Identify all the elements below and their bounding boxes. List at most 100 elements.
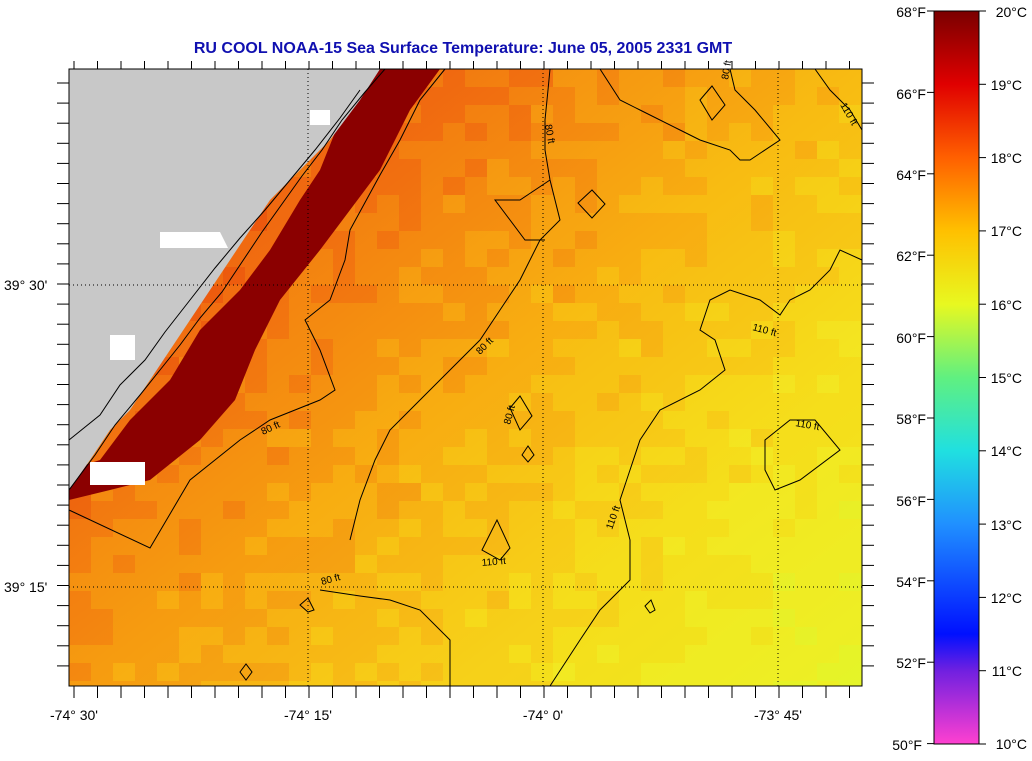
sst-pixel bbox=[575, 609, 597, 627]
colorbar-ticks bbox=[927, 10, 986, 745]
sst-pixel bbox=[773, 465, 795, 483]
sst-pixel bbox=[311, 267, 333, 285]
sst-pixel bbox=[531, 375, 553, 393]
sst-pixel bbox=[355, 285, 377, 303]
sst-pixel bbox=[553, 249, 575, 267]
contour-80ft-ring-6 bbox=[239, 663, 253, 681]
sst-pixel bbox=[597, 123, 619, 141]
sst-pixel bbox=[795, 465, 817, 483]
sst-pixel bbox=[135, 573, 157, 591]
sst-pixel bbox=[377, 645, 399, 663]
sst-pixel bbox=[377, 609, 399, 627]
lon-tick-label: -73° 45' bbox=[754, 707, 802, 723]
sst-pixel bbox=[201, 681, 223, 686]
sst-pixel bbox=[355, 249, 377, 267]
sst-pixel bbox=[289, 591, 311, 609]
sst-pixel bbox=[751, 213, 773, 231]
sst-pixel bbox=[685, 519, 707, 537]
sst-pixel bbox=[421, 375, 443, 393]
sst-pixel bbox=[707, 411, 729, 429]
sst-pixel bbox=[201, 519, 223, 537]
sst-pixel bbox=[839, 195, 861, 213]
sst-pixel bbox=[817, 303, 839, 321]
sst-pixel bbox=[861, 519, 862, 537]
sst-pixel bbox=[751, 627, 773, 645]
sst-pixel bbox=[465, 123, 487, 141]
sst-pixel bbox=[487, 303, 509, 321]
sst-pixel bbox=[641, 483, 663, 501]
sst-pixel bbox=[685, 213, 707, 231]
sst-pixel bbox=[333, 303, 355, 321]
celsius-label: 13°C bbox=[991, 517, 1022, 533]
sst-pixel bbox=[289, 429, 311, 447]
sst-pixel bbox=[509, 519, 531, 537]
sst-pixel bbox=[707, 591, 729, 609]
sst-pixel bbox=[69, 645, 91, 663]
sst-pixel bbox=[531, 645, 553, 663]
sst-pixel bbox=[531, 285, 553, 303]
sst-pixel bbox=[729, 321, 751, 339]
sst-pixel bbox=[839, 357, 861, 375]
sst-pixel bbox=[421, 411, 443, 429]
sst-pixel bbox=[707, 483, 729, 501]
sst-pixel bbox=[421, 285, 443, 303]
sst-pixel bbox=[575, 555, 597, 573]
sst-pixel bbox=[509, 213, 531, 231]
sst-pixel bbox=[861, 69, 862, 87]
sst-pixel bbox=[817, 105, 839, 123]
sst-pixel bbox=[751, 555, 773, 573]
sst-pixel bbox=[135, 501, 157, 519]
sst-pixel bbox=[861, 213, 862, 231]
sst-pixel bbox=[729, 375, 751, 393]
sst-pixel bbox=[333, 591, 355, 609]
sst-pixel bbox=[795, 555, 817, 573]
sst-pixel bbox=[685, 555, 707, 573]
sst-pixel bbox=[223, 681, 245, 686]
sst-pixel bbox=[795, 195, 817, 213]
sst-pixel bbox=[377, 285, 399, 303]
sst-pixel bbox=[201, 501, 223, 519]
sst-pixel bbox=[729, 483, 751, 501]
sst-pixel bbox=[443, 645, 465, 663]
sst-pixel bbox=[289, 447, 311, 465]
sst-pixel bbox=[135, 681, 157, 686]
sst-pixel bbox=[245, 357, 267, 375]
sst-pixel bbox=[553, 321, 575, 339]
sst-pixel bbox=[509, 681, 531, 686]
sst-pixel bbox=[531, 321, 553, 339]
sst-pixel bbox=[399, 141, 421, 159]
sst-pixel bbox=[113, 645, 135, 663]
sst-pixel bbox=[531, 141, 553, 159]
sst-pixel bbox=[311, 357, 333, 375]
sst-pixel bbox=[597, 321, 619, 339]
sst-pixel bbox=[531, 447, 553, 465]
sst-pixel bbox=[685, 303, 707, 321]
sst-pixel bbox=[355, 447, 377, 465]
sst-pixel bbox=[817, 465, 839, 483]
sst-pixel bbox=[751, 195, 773, 213]
sst-pixel bbox=[553, 123, 575, 141]
sst-pixel bbox=[443, 411, 465, 429]
sst-pixel bbox=[861, 609, 862, 627]
sst-pixel bbox=[685, 339, 707, 357]
sst-pixel bbox=[69, 537, 91, 555]
sst-pixel bbox=[575, 591, 597, 609]
sst-pixel bbox=[773, 303, 795, 321]
sst-pixel bbox=[729, 645, 751, 663]
sst-pixel bbox=[575, 249, 597, 267]
sst-pixel bbox=[487, 447, 509, 465]
sst-pixel bbox=[707, 303, 729, 321]
sst-pixel bbox=[465, 537, 487, 555]
sst-pixel bbox=[641, 303, 663, 321]
sst-pixel bbox=[355, 573, 377, 591]
sst-pixel bbox=[685, 159, 707, 177]
sst-pixel bbox=[531, 429, 553, 447]
sst-pixel bbox=[773, 123, 795, 141]
sst-pixel bbox=[575, 303, 597, 321]
sst-pixel bbox=[201, 465, 223, 483]
contour-110ft-north bbox=[814, 68, 863, 131]
sst-pixel bbox=[861, 627, 862, 645]
sst-pixel bbox=[839, 177, 861, 195]
sst-pixel bbox=[575, 195, 597, 213]
sst-pixel bbox=[487, 537, 509, 555]
